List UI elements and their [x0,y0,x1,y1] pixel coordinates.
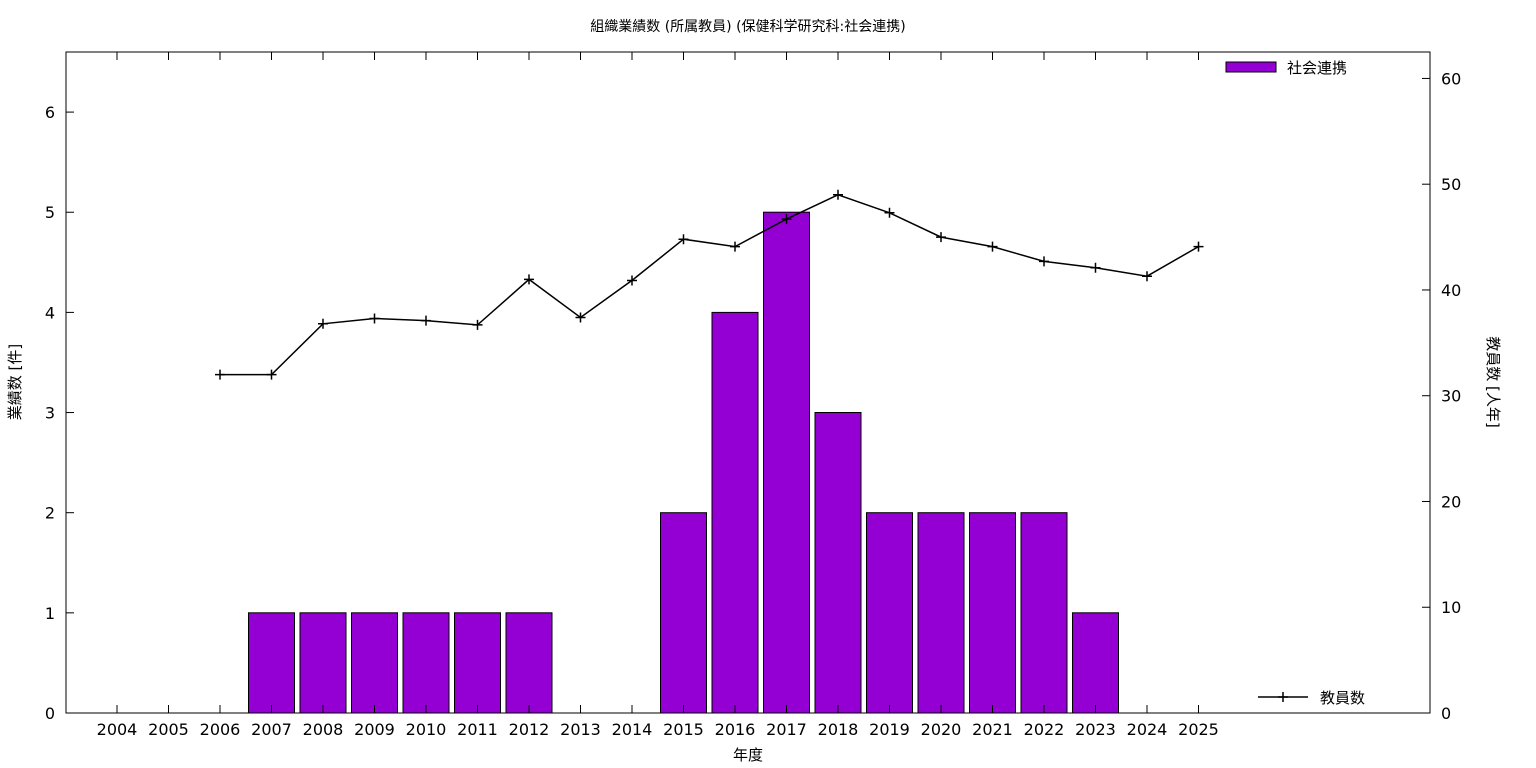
y-tick-label: 1 [45,604,55,623]
x-tick-label: 2022 [1024,720,1065,739]
bar-2012 [505,612,553,714]
bar-2007 [248,612,295,714]
x-tick-label: 2020 [921,720,962,739]
x-tick-label: 2021 [972,720,1013,739]
line-point-2017 [781,214,792,225]
x-tick-label: 2016 [715,720,756,739]
x-tick-label: 2019 [869,720,910,739]
y2-tick-label: 0 [1441,704,1451,723]
bar-2017 [763,211,810,714]
line-point-2020 [936,232,946,243]
bar-2010 [402,612,450,714]
x-axis: 2004 2005 2006 2007 2008 2009 2010 2011 2012 2013… [97,52,1219,739]
y2-axis-label: 教員数 [人年] [1484,336,1502,427]
legend-line: 教員数 [1258,689,1365,707]
x-tick-label: 2008 [303,720,344,739]
legend-line-label: 教員数 [1320,689,1365,707]
x-tick-label: 2018 [818,720,859,739]
legend-line-marker [1278,692,1288,702]
bar-2023 [1072,612,1119,714]
x-tick-label: 2024 [1127,720,1168,739]
line-point-2019 [884,207,895,218]
y2-tick-label: 60 [1441,69,1461,88]
y-tick-label: 4 [45,303,55,322]
bars [248,211,1119,714]
y2-tick-label: 30 [1441,387,1461,406]
y-tick-label: 2 [45,504,55,523]
bar-2009 [351,612,398,714]
line-point-2008 [318,318,328,329]
line-point-2018 [833,189,843,200]
y2-tick-label: 40 [1441,281,1461,300]
x-tick-label: 2006 [200,720,241,739]
bar-2008 [299,612,347,714]
x-tick-label: 2005 [148,720,189,739]
x-tick-label: 2009 [354,720,395,739]
line-point-2014 [627,275,637,286]
bar-2011 [454,612,501,714]
y-tick-label: 5 [45,203,55,222]
bar-2020 [917,512,965,714]
line-point-2011 [472,319,483,330]
x-tick-label: 2007 [251,720,292,739]
x-tick-label: 2023 [1075,720,1116,739]
bar-2015 [660,512,707,714]
bar-2018 [814,412,862,714]
y-axis-right: 0 10 20 30 40 50 60 [1422,69,1461,723]
line-point-2010 [421,315,431,326]
line-point-2023 [1090,262,1101,273]
x-tick-label: 2015 [663,720,704,739]
x-tick-label: 2013 [560,720,601,739]
chart-title: 組織業績数 (所属教員) (保健科学研究科:社会連携) [590,19,905,35]
line-point-2022 [1039,256,1049,267]
line-point-2012 [524,274,534,285]
line-point-2024 [1142,271,1152,282]
x-tick-label: 2012 [509,720,550,739]
y-axis-left: 0 1 2 3 4 5 6 [45,103,74,723]
line-point-2006 [215,369,225,380]
line-point-2009 [369,313,380,324]
line-point-2016 [730,241,740,252]
teacher-count-line [220,193,1199,376]
x-tick-label: 2011 [457,720,498,739]
bar-2022 [1020,512,1068,714]
y2-tick-label: 50 [1441,175,1461,194]
legend-bar-label: 社会連携 [1287,59,1347,77]
y-tick-label: 3 [45,404,55,423]
line-point-2015 [678,234,689,245]
bar-2021 [969,512,1016,714]
x-tick-label: 2025 [1178,720,1219,739]
x-tick-label: 2004 [97,720,138,739]
x-tick-label: 2017 [766,720,807,739]
legend-bar-swatch [1225,61,1277,73]
y-tick-label: 6 [45,103,55,122]
bar-2019 [866,512,913,714]
y-axis-label: 業績数 [件] [6,344,24,420]
y2-tick-label: 20 [1441,492,1461,511]
line-point-2007 [266,369,277,380]
line-point-2025 [1193,241,1204,252]
legend-bar: 社会連携 [1225,59,1347,77]
line-point-2013 [575,312,586,323]
line-series [215,189,1204,380]
bar-2016 [711,311,759,714]
line-point-2021 [987,241,998,252]
x-axis-label: 年度 [733,746,763,764]
x-tick-label: 2014 [612,720,653,739]
x-tick-label: 2010 [406,720,447,739]
y-tick-label: 0 [45,704,55,723]
y2-tick-label: 10 [1441,598,1461,617]
